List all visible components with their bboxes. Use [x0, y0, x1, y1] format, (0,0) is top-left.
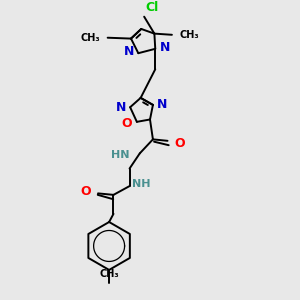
- Text: O: O: [122, 117, 133, 130]
- Text: N: N: [124, 45, 134, 58]
- Text: N: N: [160, 41, 170, 54]
- Text: O: O: [80, 184, 91, 198]
- Text: CH₃: CH₃: [99, 269, 119, 279]
- Text: Cl: Cl: [146, 1, 159, 14]
- Text: N: N: [116, 101, 126, 114]
- Text: N: N: [157, 98, 168, 111]
- Text: NH: NH: [133, 179, 151, 189]
- Text: CH₃: CH₃: [179, 30, 199, 40]
- Text: CH₃: CH₃: [81, 33, 100, 43]
- Text: O: O: [174, 136, 184, 149]
- Text: HN: HN: [111, 150, 130, 160]
